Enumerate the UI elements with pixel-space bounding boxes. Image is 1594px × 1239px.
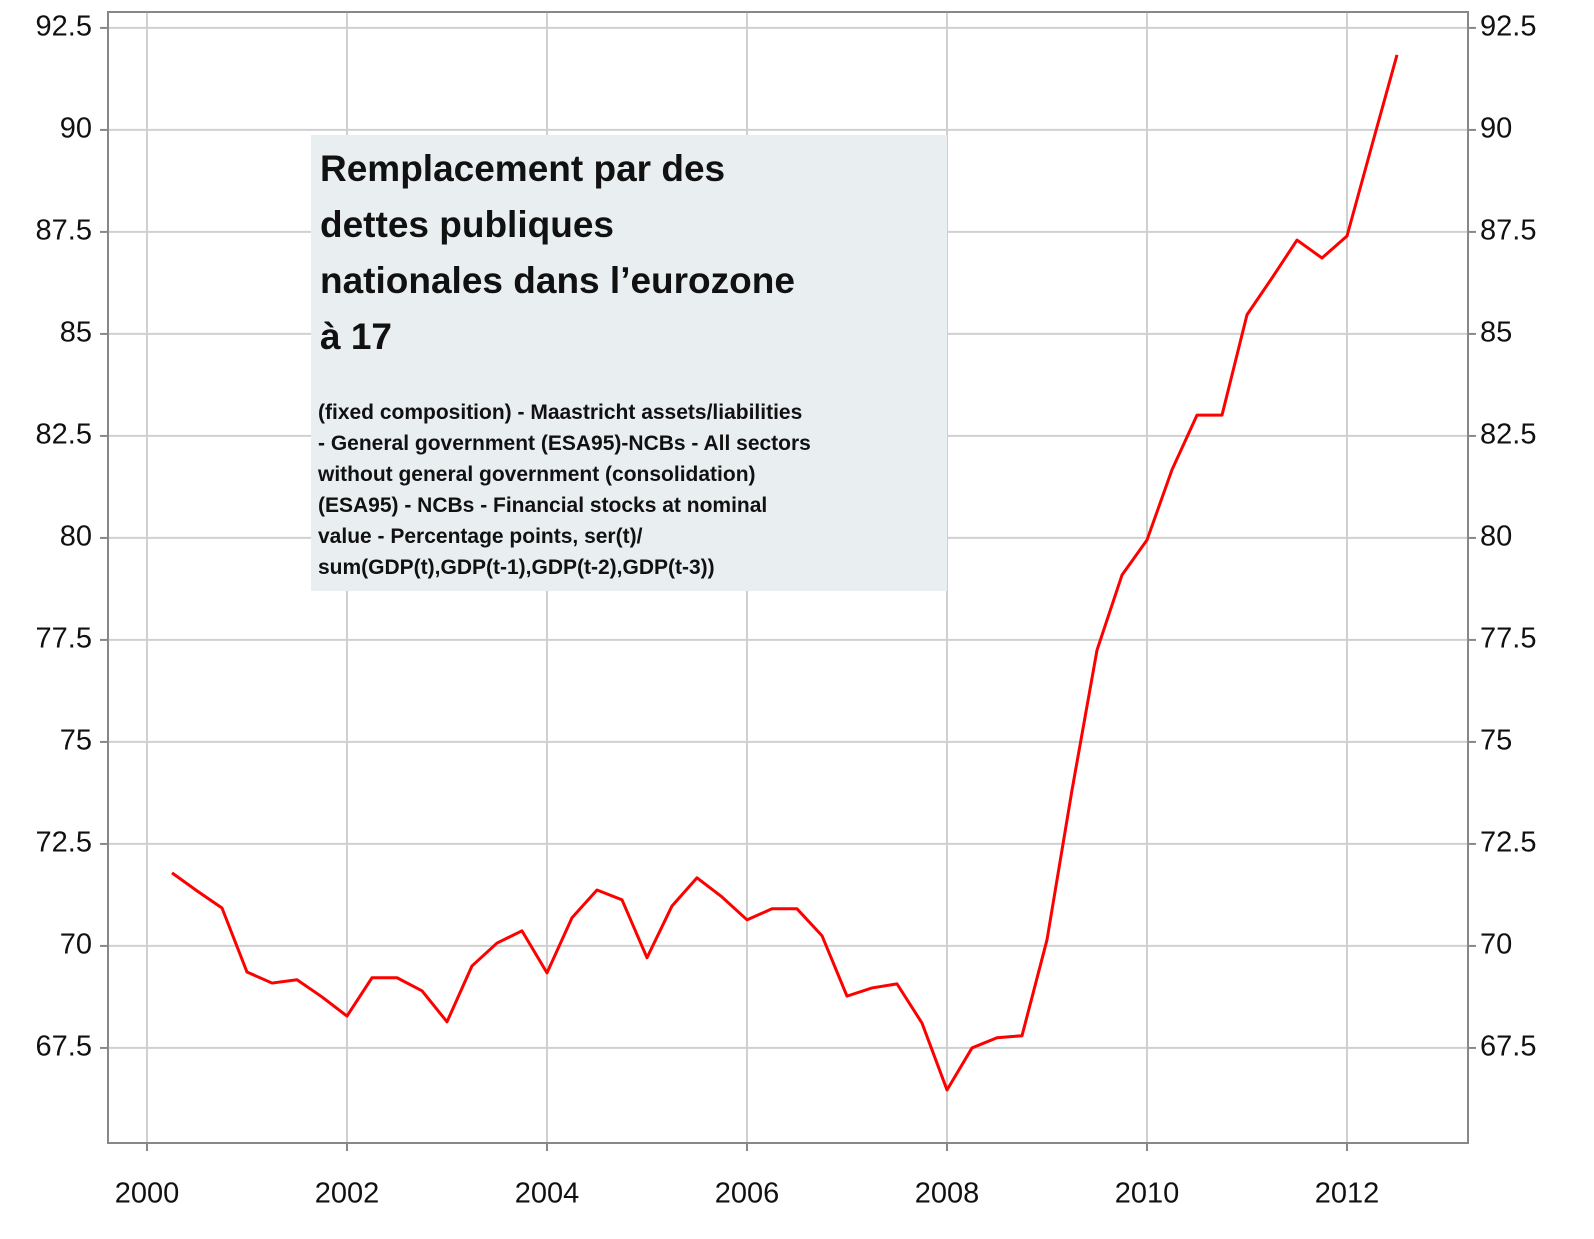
annotation-title: nationales dans l’eurozone	[320, 260, 795, 301]
annotation-text: - General government (ESA95)-NCBs - All …	[318, 432, 811, 455]
y2-tick-label: 70	[1480, 929, 1512, 961]
y2-tick-label: 80	[1480, 521, 1512, 553]
y-tick-label: 90	[60, 113, 92, 145]
annotation-text: (ESA95) - NCBs - Financial stocks at nom…	[318, 494, 767, 517]
y-tick-label: 75	[60, 725, 92, 757]
x-tick-label: 2012	[1315, 1178, 1380, 1210]
plot-frame	[107, 11, 1469, 1144]
y2-tick-label: 87.5	[1480, 215, 1536, 247]
annotation-box	[311, 135, 947, 591]
y2-tick-label: 85	[1480, 317, 1512, 349]
x-tick-label: 2006	[715, 1178, 780, 1210]
y-tick-label: 82.5	[36, 419, 92, 451]
y-tick-label: 67.5	[36, 1031, 92, 1063]
annotation-title: Remplacement par des	[320, 148, 725, 189]
x-tick-label: 2004	[515, 1178, 580, 1210]
x-tick-label: 2002	[315, 1178, 380, 1210]
y2-tick-label: 67.5	[1480, 1031, 1536, 1063]
y-tick-label: 80	[60, 521, 92, 553]
y2-tick-label: 82.5	[1480, 419, 1536, 451]
y-tick-label: 87.5	[36, 215, 92, 247]
annotation-title: à 17	[320, 316, 392, 357]
annotation-text: without general government (consolidatio…	[317, 463, 756, 486]
annotation-text: (fixed composition) - Maastricht assets/…	[318, 401, 802, 424]
x-tick-label: 2008	[915, 1178, 980, 1210]
y2-tick-label: 92.5	[1480, 11, 1536, 43]
y2-tick-label: 75	[1480, 725, 1512, 757]
y-tick-label: 70	[60, 929, 92, 961]
y2-tick-label: 90	[1480, 113, 1512, 145]
y-tick-label: 77.5	[36, 623, 92, 655]
x-tick-label: 2010	[1115, 1178, 1180, 1210]
x-tick-label: 2000	[115, 1178, 180, 1210]
y-tick-label: 72.5	[36, 827, 92, 859]
annotation-text: sum(GDP(t),GDP(t-1),GDP(t-2),GDP(t-3))	[318, 556, 715, 579]
y-tick-label: 92.5	[36, 11, 92, 43]
y2-tick-label: 77.5	[1480, 623, 1536, 655]
y2-tick-label: 72.5	[1480, 827, 1536, 859]
annotation-text: value - Percentage points, ser(t)/	[318, 525, 643, 548]
data-line	[171, 54, 1399, 1092]
y-tick-label: 85	[60, 317, 92, 349]
annotation-title: dettes publiques	[320, 204, 614, 245]
